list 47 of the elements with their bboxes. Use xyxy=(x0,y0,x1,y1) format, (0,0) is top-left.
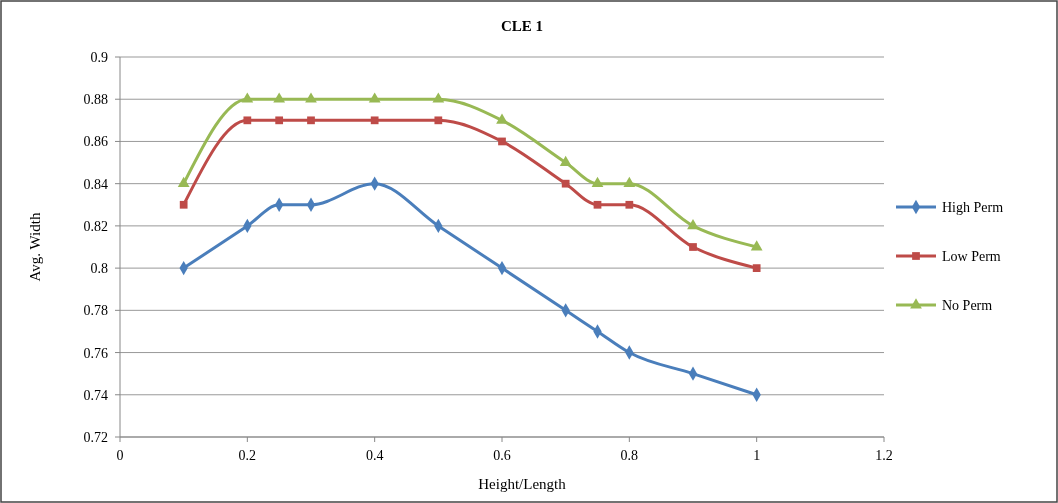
y-tick-label: 0.74 xyxy=(83,387,108,403)
x-tick-label: 1 xyxy=(753,448,761,463)
x-axis-title: Height/Length xyxy=(478,476,567,492)
legend-label: Low Perm xyxy=(942,249,1001,264)
point xyxy=(623,176,636,188)
point xyxy=(307,116,315,125)
point xyxy=(241,92,254,103)
point xyxy=(689,243,697,251)
point xyxy=(179,200,188,209)
point xyxy=(305,92,317,103)
point xyxy=(591,176,604,188)
y-tick-label: 0.8 xyxy=(90,261,108,277)
point xyxy=(434,116,443,125)
legend-label: High Perm xyxy=(942,200,1004,215)
y-tick-label: 0.86 xyxy=(83,134,108,150)
x-tick-label: 0.6 xyxy=(493,448,511,463)
point xyxy=(177,176,190,188)
legend-label: No Perm xyxy=(942,298,993,313)
point xyxy=(625,200,634,209)
x-tick-label: 0 xyxy=(116,448,124,463)
point xyxy=(593,200,602,209)
x-tick-label: 0.4 xyxy=(365,448,384,463)
point xyxy=(368,92,381,103)
point xyxy=(243,116,252,125)
point xyxy=(273,92,286,103)
point xyxy=(432,92,445,103)
chart-title: CLE 1 xyxy=(500,18,544,34)
y-tick-label: 0.76 xyxy=(83,345,108,361)
y-tick-label: 0.78 xyxy=(83,303,108,319)
y-tick-label: 0.84 xyxy=(83,176,108,192)
y-tick-label: 0.9 xyxy=(90,50,108,65)
point xyxy=(370,116,379,125)
point xyxy=(275,116,284,125)
x-tick-label: 0.8 xyxy=(620,448,639,463)
point xyxy=(752,264,761,272)
y-axis-title: Avg. Width xyxy=(27,212,43,282)
y-tick-label: 0.72 xyxy=(83,430,108,445)
point xyxy=(498,137,506,146)
y-tick-label: 0.88 xyxy=(83,92,108,108)
point xyxy=(750,240,763,251)
point xyxy=(687,219,699,230)
point xyxy=(559,155,572,166)
x-tick-label: 1.2 xyxy=(875,448,893,463)
y-tick-label: 0.82 xyxy=(83,218,108,234)
x-tick-label: 0.2 xyxy=(238,448,257,463)
point xyxy=(561,179,570,188)
point xyxy=(496,113,508,124)
